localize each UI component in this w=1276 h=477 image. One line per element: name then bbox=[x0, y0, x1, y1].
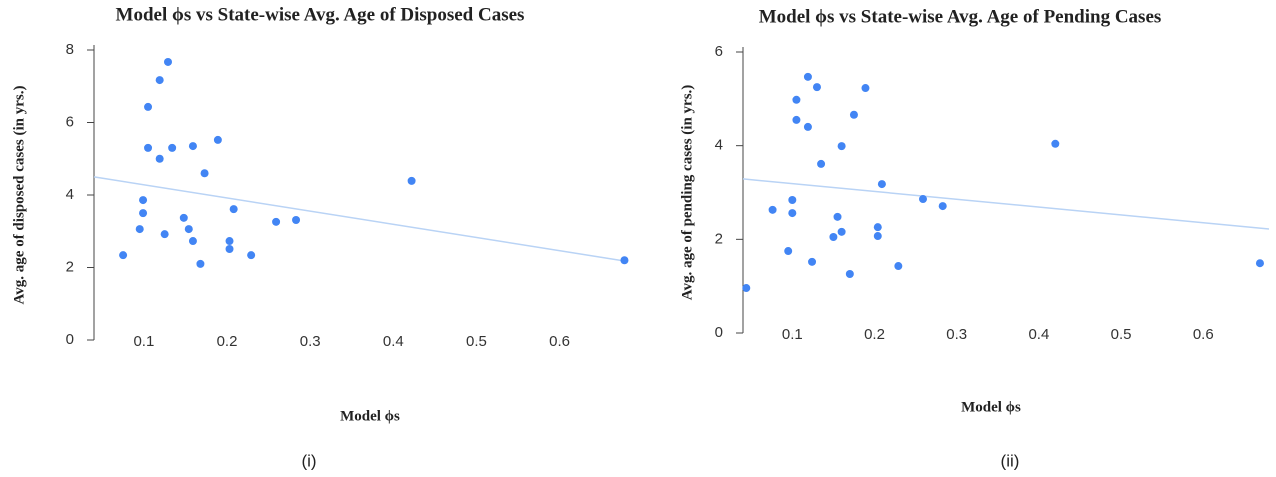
point bbox=[837, 227, 846, 236]
chart: Model ϕs vs State-wise Avg. Age of Dispo… bbox=[11, 4, 629, 470]
y-tick-label: 2 bbox=[715, 230, 723, 247]
point bbox=[792, 115, 801, 124]
point bbox=[788, 195, 797, 204]
point bbox=[861, 84, 870, 93]
point bbox=[1051, 139, 1060, 148]
trend-line bbox=[742, 178, 1270, 230]
y-tick-label: 4 bbox=[66, 186, 74, 203]
point bbox=[139, 196, 148, 205]
point bbox=[803, 72, 812, 81]
point bbox=[873, 223, 882, 232]
point bbox=[225, 245, 234, 254]
y-tick-label: 2 bbox=[66, 258, 74, 275]
point bbox=[163, 57, 172, 66]
point bbox=[213, 135, 222, 144]
point bbox=[877, 180, 886, 189]
point bbox=[196, 259, 205, 268]
point bbox=[837, 142, 846, 151]
y-tick-label: 4 bbox=[715, 137, 723, 154]
point bbox=[873, 232, 882, 241]
caption: (i) bbox=[301, 451, 316, 470]
point bbox=[784, 247, 793, 256]
point bbox=[1255, 259, 1264, 268]
point bbox=[918, 195, 927, 204]
x-tick-label: 0.2 bbox=[217, 333, 238, 350]
point bbox=[139, 209, 148, 218]
point bbox=[155, 154, 164, 163]
y-tick-label: 6 bbox=[66, 113, 74, 130]
point bbox=[894, 262, 903, 271]
caption: (ii) bbox=[1001, 451, 1020, 470]
point bbox=[845, 269, 854, 278]
trend-line bbox=[93, 176, 625, 262]
point bbox=[144, 102, 153, 111]
point bbox=[229, 205, 238, 214]
point bbox=[155, 76, 164, 85]
x-tick-label: 0.1 bbox=[133, 333, 154, 350]
chart: Model ϕs vs State-wise Avg. Age of Pendi… bbox=[679, 6, 1270, 470]
chart-title: Model ϕs vs State-wise Avg. Age of Dispo… bbox=[116, 4, 525, 25]
x-axis-label: Model ϕs bbox=[340, 408, 400, 424]
point bbox=[144, 143, 153, 152]
point bbox=[168, 143, 177, 152]
point bbox=[184, 225, 193, 234]
y-axis-label: Avg. age of pending cases (in yrs.) bbox=[679, 85, 695, 301]
x-tick-label: 0.1 bbox=[782, 326, 803, 343]
point bbox=[135, 225, 144, 234]
y-axis-label: Avg. age of disposed cases (in yrs.) bbox=[11, 86, 27, 305]
chart-title: Model ϕs vs State-wise Avg. Age of Pendi… bbox=[759, 6, 1162, 27]
x-tick-label: 0.6 bbox=[1193, 326, 1214, 343]
point bbox=[119, 251, 128, 260]
point bbox=[817, 159, 826, 168]
y-tick-label: 0 bbox=[715, 324, 723, 341]
x-tick-label: 0.3 bbox=[946, 326, 967, 343]
point bbox=[179, 213, 188, 222]
point bbox=[788, 209, 797, 218]
y-tick-label: 0 bbox=[66, 331, 74, 348]
x-tick-label: 0.5 bbox=[466, 333, 487, 350]
x-tick-label: 0.5 bbox=[1111, 326, 1132, 343]
point bbox=[292, 216, 301, 225]
y-tick-label: 8 bbox=[66, 41, 74, 58]
point bbox=[808, 257, 817, 266]
point bbox=[829, 232, 838, 241]
point bbox=[938, 202, 947, 211]
point bbox=[247, 251, 256, 260]
x-tick-label: 0.4 bbox=[1028, 326, 1049, 343]
point bbox=[160, 230, 169, 239]
x-tick-label: 0.6 bbox=[549, 333, 570, 350]
point bbox=[188, 142, 197, 151]
x-tick-label: 0.4 bbox=[383, 333, 404, 350]
point bbox=[188, 237, 197, 246]
point bbox=[620, 256, 629, 265]
point bbox=[768, 205, 777, 214]
point bbox=[200, 169, 209, 178]
point bbox=[225, 237, 234, 246]
point bbox=[812, 83, 821, 92]
point bbox=[803, 122, 812, 131]
point bbox=[849, 110, 858, 119]
x-axis-label: Model ϕs bbox=[961, 399, 1021, 415]
point bbox=[272, 217, 281, 226]
point bbox=[742, 284, 751, 293]
x-tick-label: 0.3 bbox=[300, 333, 321, 350]
point bbox=[833, 212, 842, 221]
point bbox=[792, 95, 801, 104]
y-tick-label: 6 bbox=[715, 43, 723, 60]
point bbox=[407, 176, 416, 185]
x-tick-label: 0.2 bbox=[864, 326, 885, 343]
